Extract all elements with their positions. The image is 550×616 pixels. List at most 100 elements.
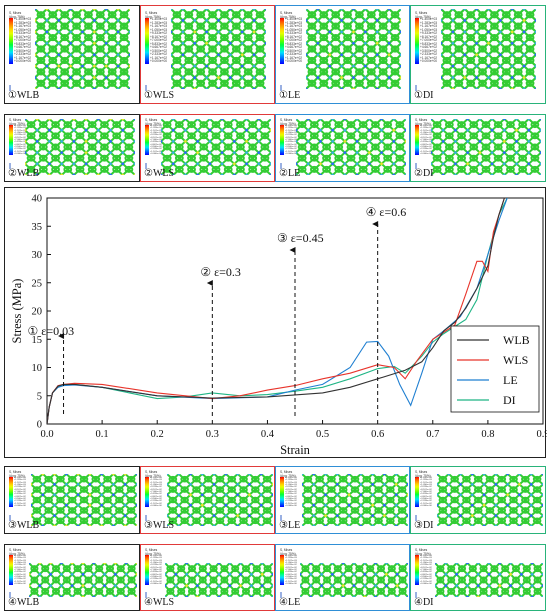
panel-label: ②WLB: [8, 168, 40, 179]
contour-legend-bar: [415, 555, 419, 585]
contour-legend-bar: [415, 477, 419, 507]
annotation-label: ② ε=0.3: [200, 265, 241, 279]
annotation-label: ④ ε=0.6: [366, 205, 407, 219]
contour-legend-bar: [415, 18, 419, 64]
lattice-structure: [431, 119, 541, 175]
annotation-label: ③ ε=0.45: [277, 231, 324, 245]
x-tick-label: 0.5: [316, 429, 329, 440]
fe-panel-wlb-row3: +1.400e+03 +1.283e+03 +1.167e+03 +1.050e…: [4, 466, 140, 534]
lattice-structure: [306, 9, 401, 89]
axis-triad-icon: [415, 515, 417, 521]
contour-legend-header: S, Mises (Avg: 75%): [415, 470, 431, 478]
fe-panel-le-row3: +1.400e+03 +1.283e+03 +1.167e+03 +1.050e…: [275, 466, 410, 534]
axis-triad-icon: [9, 592, 11, 598]
axis-triad-icon: [415, 85, 417, 91]
panel-label: ①DI: [414, 90, 434, 101]
panel-label: ④WLS: [144, 597, 175, 608]
chart-legend: [450, 325, 540, 413]
panel-label: ③WLB: [8, 520, 40, 531]
x-tick-label: 0.4: [261, 429, 275, 440]
fe-panel-wls-row4: +1.400e+03 +1.283e+03 +1.167e+03 +1.050e…: [140, 544, 275, 611]
fe-panel-di-row3: +1.400e+03 +1.283e+03 +1.167e+03 +1.050e…: [410, 466, 546, 534]
contour-legend-header: S, Mises (Avg: 75%): [145, 118, 161, 126]
contour-legend-values: +1.400e+03 +1.283e+03 +1.167e+03 +1.050e…: [14, 125, 26, 156]
axis-triad-icon: [415, 592, 417, 598]
contour-legend-values: +1.400e+03 +1.283e+03 +1.167e+03 +1.050e…: [285, 555, 297, 586]
lattice-structure: [165, 563, 273, 597]
axis-triad-icon: [280, 515, 282, 521]
fe-panel-di-row4: +1.400e+03 +1.283e+03 +1.167e+03 +1.050e…: [410, 544, 546, 611]
contour-legend-values: +1.400e+03 +1.283e+03 +1.167e+03 +1.050e…: [285, 125, 297, 156]
contour-legend-header: S, Mises (Avg: 75%): [9, 118, 25, 126]
lattice-structure: [302, 474, 408, 526]
fe-strip-row1: +1.400e+03 +1.283e+03 +1.167e+03 +1.050e…: [4, 5, 546, 104]
contour-legend-values: +1.400e+03 +1.283e+03 +1.167e+03 +1.050e…: [420, 125, 432, 156]
annotation-label: ① ε=0.03: [28, 324, 75, 338]
axis-triad-icon: [145, 592, 147, 598]
lattice-structure: [29, 563, 137, 597]
fe-panel-wlb-row2: +1.400e+03 +1.283e+03 +1.167e+03 +1.050e…: [4, 114, 140, 182]
y-tick-label: 35: [32, 222, 43, 233]
fe-panel-wls-row1: +1.400e+03 +1.283e+03 +1.167e+03 +1.050e…: [140, 5, 275, 104]
contour-legend-bar: [280, 555, 284, 585]
x-tick-label: 0.1: [96, 429, 109, 440]
lattice-structure: [296, 119, 406, 175]
axis-triad-icon: [145, 163, 147, 169]
axis-triad-icon: [280, 592, 282, 598]
contour-legend-bar: [280, 18, 284, 64]
contour-legend-values: +1.400e+03 +1.283e+03 +1.167e+03 +1.050e…: [14, 477, 26, 508]
contour-legend-header: S, Mises (Avg: 75%): [9, 470, 25, 478]
chart-svg: 0.0 0.1 0.2 0.3 0.4 0.5 0.6 0.7 0.8 0.9 0 5 10 15 20 25…: [10, 194, 547, 458]
contour-legend-values: +1.400e+03 +1.283e+03 +1.167e+03 +1.050e…: [285, 17, 303, 63]
fe-panel-le-row1: +1.400e+03 +1.283e+03 +1.167e+03 +1.050e…: [275, 5, 410, 104]
axis-triad-icon: [9, 163, 11, 169]
fe-panel-wls-row3: +1.400e+03 +1.283e+03 +1.167e+03 +1.050e…: [140, 466, 275, 534]
contour-legend-bar: [145, 18, 149, 64]
panel-label: ①WLB: [8, 90, 40, 101]
y-axis-title: Stress (MPa): [10, 279, 24, 344]
contour-legend-header: S, Mises (Avg: 75%): [415, 548, 431, 556]
fe-panel-wlb-row1: +1.400e+03 +1.283e+03 +1.167e+03 +1.050e…: [4, 5, 140, 104]
contour-legend-header: S, Mises (Avg: 75%): [145, 470, 161, 478]
lattice-structure: [435, 563, 543, 597]
fe-panel-di-row1: +1.400e+03 +1.283e+03 +1.167e+03 +1.050e…: [410, 5, 546, 104]
lattice-structure: [167, 474, 273, 526]
contour-legend-header: S, Mises (Avg: 75%): [280, 118, 296, 126]
contour-legend-values: +1.400e+03 +1.283e+03 +1.167e+03 +1.050e…: [14, 17, 32, 63]
contour-legend-header: S, Mises (Avg: 75%): [9, 11, 25, 19]
contour-legend-values: +1.400e+03 +1.283e+03 +1.167e+03 +1.050e…: [285, 477, 297, 508]
y-tick-label: 40: [32, 194, 43, 205]
y-tick-label: 30: [32, 250, 43, 261]
contour-legend-bar: [9, 555, 13, 585]
panel-label: ②WLS: [144, 168, 175, 179]
stress-strain-chart: 0.0 0.1 0.2 0.3 0.4 0.5 0.6 0.7 0.8 0.9 0 5 10 15 20 25…: [4, 187, 547, 458]
contour-legend-bar: [145, 125, 149, 155]
x-tick-label: 0.2: [151, 429, 164, 440]
lattice-structure: [161, 119, 271, 175]
panel-label: ④WLB: [8, 597, 40, 608]
panel-label: ①LE: [279, 90, 301, 101]
contour-legend-bar: [280, 477, 284, 507]
contour-legend-header: S, Mises (Avg: 75%): [280, 548, 296, 556]
x-tick-label: 0.0: [40, 429, 53, 440]
contour-legend-header: S, Mises (Avg: 75%): [415, 11, 431, 19]
y-tick-label: 15: [32, 335, 43, 346]
x-tick-label: 0.8: [481, 429, 494, 440]
y-tick-label: 5: [37, 391, 42, 402]
axis-triad-icon: [9, 515, 11, 521]
contour-legend-bar: [415, 125, 419, 155]
y-tick-label: 0: [37, 420, 42, 431]
contour-legend-bar: [145, 477, 149, 507]
contour-legend-header: S, Mises (Avg: 75%): [280, 11, 296, 19]
contour-legend-bar: [9, 477, 13, 507]
lattice-structure: [300, 563, 408, 597]
axis-triad-icon: [9, 85, 11, 91]
contour-legend-bar: [9, 18, 13, 64]
lattice-structure: [441, 9, 536, 89]
axis-triad-icon: [280, 163, 282, 169]
panel-label: ①WLS: [144, 90, 175, 101]
contour-legend-values: +1.400e+03 +1.283e+03 +1.167e+03 +1.050e…: [150, 555, 162, 586]
contour-legend-header: S, Mises (Avg: 75%): [280, 470, 296, 478]
contour-legend-bar: [9, 125, 13, 155]
y-tick-label: 25: [32, 278, 43, 289]
